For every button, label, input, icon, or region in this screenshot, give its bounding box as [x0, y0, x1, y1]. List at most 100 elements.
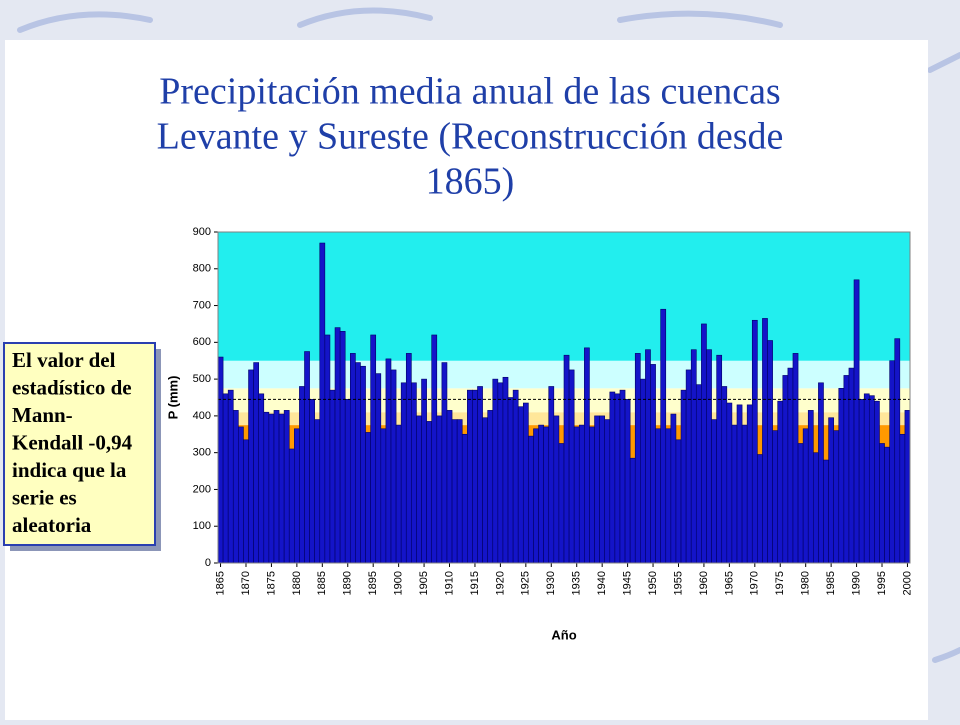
bar [380, 428, 387, 564]
x-tick-label: 1975 [774, 571, 786, 595]
x-tick-label: 1880 [291, 571, 303, 595]
bar [222, 393, 229, 564]
bar [833, 430, 840, 564]
x-tick-label: 1895 [367, 571, 379, 595]
bar [365, 432, 371, 564]
bar [349, 353, 356, 564]
x-tick-label: 1900 [393, 571, 405, 595]
bar [889, 360, 896, 564]
bar [899, 433, 906, 564]
bar [283, 410, 290, 564]
bar [848, 367, 855, 564]
bar [726, 402, 733, 564]
bar [370, 334, 377, 564]
x-tick-label: 1995 [876, 571, 888, 595]
bar [716, 354, 723, 564]
bar [243, 439, 249, 564]
bar [334, 327, 341, 564]
bar [690, 349, 697, 564]
background-band [218, 232, 910, 361]
bar [584, 347, 590, 564]
y-tick-label: 600 [193, 336, 211, 348]
bar [502, 376, 509, 564]
plot-frame [217, 231, 911, 564]
y-tick-label: 800 [193, 263, 211, 275]
bar [431, 334, 438, 564]
x-tick-label: 1885 [316, 571, 328, 595]
x-tick-label: 1960 [698, 571, 710, 595]
bar [757, 454, 763, 564]
x-tick-label: 1985 [825, 571, 837, 595]
x-tick-label: 1990 [850, 571, 862, 595]
bar [497, 382, 504, 564]
bar [426, 421, 433, 564]
bar [741, 424, 748, 564]
bar [421, 378, 427, 564]
bar [818, 382, 824, 564]
bar [604, 419, 611, 564]
bar [324, 334, 331, 564]
bar [355, 362, 361, 564]
bar [640, 378, 646, 564]
x-tick-label: 1930 [545, 571, 557, 595]
bar [217, 356, 224, 564]
note-text: El valor del estadístico de Mann- Kendall -… [12, 348, 133, 537]
bar [553, 415, 560, 564]
bar [538, 424, 544, 564]
title-line: Levante y Sureste (Reconstrucción desde [157, 116, 784, 158]
bar [238, 426, 244, 564]
x-tick-label: 1950 [647, 571, 659, 595]
bar [522, 402, 529, 564]
x-tick-label: 1945 [622, 571, 634, 595]
x-axis-title: Año [551, 627, 576, 642]
bar [360, 365, 366, 564]
bar [294, 428, 300, 564]
bar [487, 410, 494, 564]
note-line: Kendall -0,94 [12, 430, 133, 454]
x-tick-label: 1915 [469, 571, 481, 595]
bar [777, 400, 784, 564]
bar [874, 400, 880, 564]
x-tick-label: 1920 [494, 571, 506, 595]
bar [339, 330, 346, 564]
bar [441, 362, 448, 564]
bar [645, 349, 651, 564]
bar [813, 452, 819, 564]
title-line: 1865) [426, 161, 515, 203]
note-line: aleatoria [12, 513, 92, 537]
x-tick-label: 1925 [520, 571, 532, 595]
bar [416, 415, 422, 564]
y-tick-label: 400 [193, 410, 211, 422]
bar [227, 389, 234, 564]
bar [533, 428, 539, 564]
x-tick-label: 1980 [800, 571, 812, 595]
bar [614, 393, 621, 564]
bar [436, 415, 443, 564]
x-tick-label: 1940 [596, 571, 608, 595]
note-line: indica que la [12, 458, 127, 482]
bar [258, 393, 265, 564]
bar [263, 411, 270, 564]
x-tick-label: 1970 [749, 571, 761, 595]
chart: 0 100 200 300 400 500 600 700 800 900 1865 1870 1875… [165, 226, 913, 643]
bar [624, 399, 631, 564]
bar [268, 413, 275, 564]
bar [894, 338, 901, 564]
bar [792, 353, 799, 564]
bar [884, 446, 890, 564]
bar [446, 410, 453, 564]
note-line: serie es [12, 485, 77, 509]
bar [507, 397, 514, 564]
bar [314, 419, 321, 564]
bar [675, 439, 682, 564]
bar [232, 410, 239, 564]
bar [309, 399, 315, 564]
y-axis-title: P (mm) [165, 376, 180, 420]
x-tick-label: 1865 [214, 571, 226, 595]
bar [695, 384, 702, 564]
bar [253, 362, 260, 564]
bar [467, 389, 473, 564]
bar [843, 375, 850, 564]
bar [395, 424, 402, 564]
bar [329, 389, 336, 564]
